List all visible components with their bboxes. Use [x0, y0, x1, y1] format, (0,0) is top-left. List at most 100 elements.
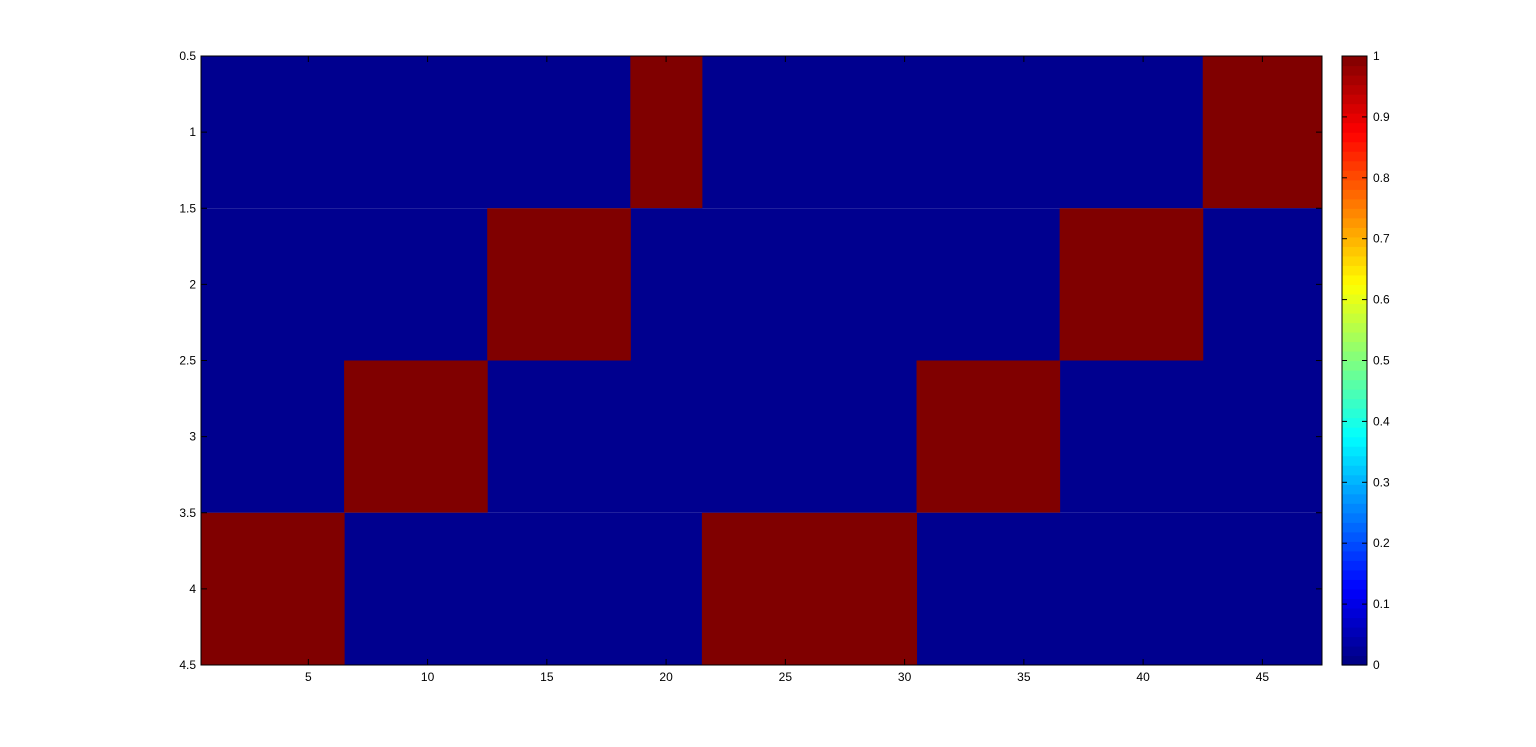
y-tick-label: 3 [189, 430, 196, 444]
colorbar-segment [1342, 246, 1367, 257]
colorbar-segment [1342, 322, 1367, 333]
colorbar-segment [1342, 598, 1367, 609]
colorbar-tick-label: 0.9 [1373, 110, 1390, 124]
colorbar-segment [1342, 227, 1367, 238]
heatmap-cell-high [1059, 208, 1204, 361]
x-tick-label: 35 [1017, 670, 1031, 684]
colorbar-segment [1342, 465, 1367, 476]
heatmap-cell-high [487, 208, 631, 361]
colorbar-segment [1342, 132, 1367, 143]
colorbar-segment [1342, 217, 1367, 228]
colorbar-segment [1342, 408, 1367, 419]
colorbar-segment [1342, 636, 1367, 647]
colorbar-segment [1342, 331, 1367, 343]
colorbar-segment [1342, 189, 1367, 200]
colorbar-segment [1342, 512, 1367, 523]
colorbar-segment [1342, 560, 1367, 571]
y-tick-label: 4.5 [179, 658, 196, 672]
colorbar-segment [1342, 274, 1367, 285]
colorbar-segment [1342, 427, 1367, 438]
colorbar-segment [1342, 569, 1367, 580]
x-axis: 5 10 15 20 25 30 35 40 45 [305, 56, 1269, 684]
x-tick-label: 30 [898, 670, 912, 684]
colorbar-segment [1342, 170, 1367, 181]
colorbar-segment [1342, 122, 1367, 133]
colorbar-segment [1342, 103, 1367, 114]
colorbar-segment [1342, 370, 1367, 381]
colorbar-segment [1342, 160, 1367, 171]
colorbar-segment [1342, 350, 1367, 362]
heatmap-row-1 [201, 56, 1322, 209]
x-tick-label: 25 [779, 670, 793, 684]
y-tick-label: 0.5 [179, 49, 196, 63]
colorbar-segment [1342, 417, 1367, 428]
colorbar: 0 0.1 0.2 0.3 0.4 0.5 0.6 0.7 0.8 0.9 1 [1341, 49, 1390, 672]
colorbar-segment [1342, 398, 1367, 409]
colorbar-tick-label: 0 [1373, 658, 1380, 672]
colorbar-segment [1342, 626, 1367, 638]
colorbar-segment [1342, 236, 1367, 247]
heatmap-cell-high [1202, 56, 1323, 209]
colorbar-segment [1342, 474, 1367, 485]
y-tick-label: 2.5 [179, 354, 196, 368]
colorbar-segment [1342, 84, 1367, 95]
colorbar-tick-label: 0.2 [1373, 536, 1390, 550]
x-tick-label: 40 [1136, 670, 1150, 684]
heatmap-cell-high [701, 512, 918, 665]
heatmap-cell-high [916, 360, 1061, 513]
heatmap-cell-high [630, 56, 703, 209]
colorbar-segment [1342, 255, 1367, 266]
colorbar-segment [1342, 312, 1367, 324]
colorbar-segment [1342, 446, 1367, 457]
colorbar-segment [1342, 588, 1367, 599]
colorbar-tick-label: 0.7 [1373, 232, 1390, 246]
colorbar-segment [1342, 265, 1367, 276]
colorbar-segment [1342, 493, 1367, 504]
colorbar-segment [1342, 179, 1367, 190]
colorbar-segment [1342, 617, 1367, 628]
colorbar-segment [1342, 360, 1367, 371]
colorbar-tick-label: 0.6 [1373, 293, 1390, 307]
colorbar-segment [1342, 141, 1367, 152]
y-tick-label: 1.5 [179, 201, 196, 215]
colorbar-segment [1342, 522, 1367, 533]
x-tick-label: 10 [421, 670, 435, 684]
colorbar-tick-label: 0.4 [1373, 414, 1390, 428]
colorbar-segment [1342, 541, 1367, 552]
colorbar-segment [1342, 484, 1367, 495]
colorbar-segment [1342, 550, 1367, 561]
colorbar-segment [1342, 455, 1367, 466]
colorbar-segment [1342, 113, 1367, 124]
colorbar-segment [1342, 579, 1367, 590]
colorbar-segment [1342, 503, 1367, 514]
x-tick-label: 45 [1256, 670, 1270, 684]
colorbar-tick-label: 0.8 [1373, 171, 1390, 185]
colorbar-tick-label: 0.1 [1373, 597, 1390, 611]
x-tick-label: 15 [540, 670, 554, 684]
heatmap-cell-high [344, 360, 488, 513]
colorbar-segment [1342, 284, 1367, 295]
colorbar-segment [1342, 655, 1367, 666]
x-tick-label: 5 [305, 670, 312, 684]
y-tick-label: 3.5 [179, 506, 196, 520]
colorbar-segment [1342, 94, 1367, 105]
colorbar-segment [1342, 75, 1367, 86]
colorbar-segment [1342, 389, 1367, 400]
colorbar-segment [1342, 607, 1367, 619]
colorbar-segment [1342, 65, 1367, 76]
y-tick-label: 4 [189, 582, 196, 596]
y-tick-label: 2 [189, 277, 196, 291]
colorbar-tick-label: 0.3 [1373, 475, 1390, 489]
x-tick-label: 20 [659, 670, 673, 684]
colorbar-segment [1342, 645, 1367, 657]
colorbar-segment [1342, 198, 1367, 209]
heatmap-cell-high [201, 512, 345, 665]
colorbar-tick-label: 1 [1373, 49, 1380, 63]
colorbar-segment [1342, 56, 1367, 67]
colorbar-segment [1342, 341, 1367, 352]
heatmap-cells [201, 56, 1323, 665]
colorbar-segment [1342, 208, 1367, 219]
colorbar-segment [1342, 151, 1367, 162]
colorbar-segment [1342, 379, 1367, 390]
